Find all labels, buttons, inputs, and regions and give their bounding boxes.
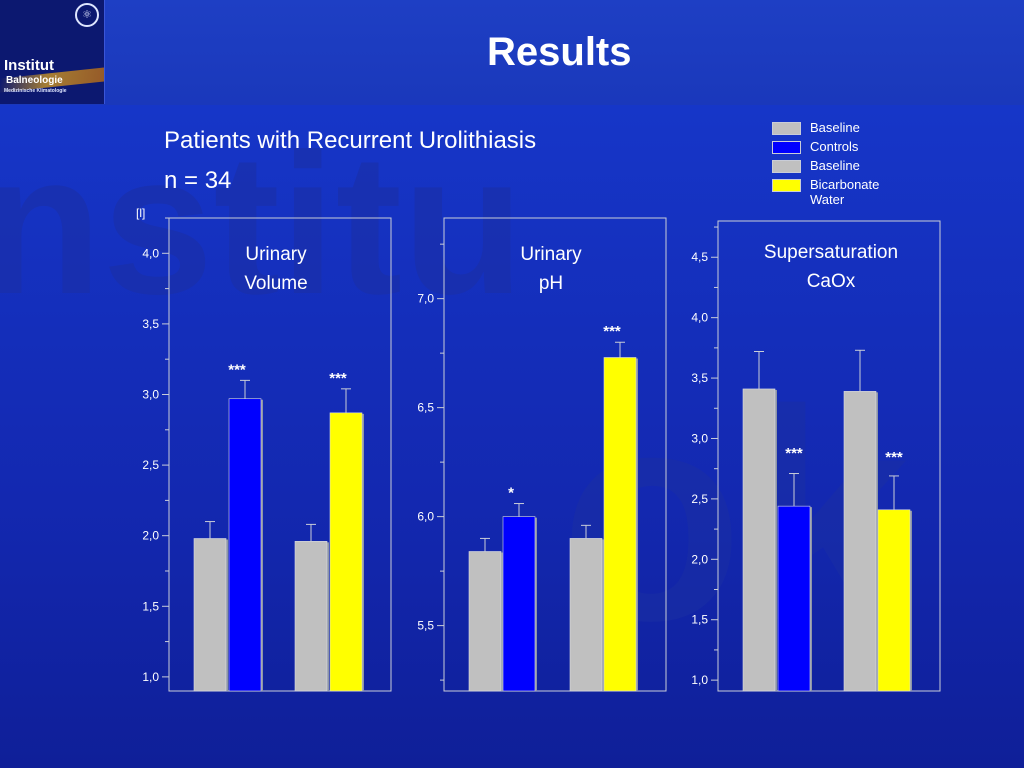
chart-title-line: Supersaturation: [764, 242, 898, 263]
chart-title-line: Urinary: [245, 244, 307, 265]
bar: [777, 505, 811, 692]
significance-marker: *: [508, 485, 514, 502]
bar: [228, 398, 262, 692]
subtitle-line-1: Patients with Recurrent Urolithiasis: [164, 127, 537, 154]
y-tick-label: 7,0: [417, 292, 434, 306]
legend-label: Baseline: [810, 120, 860, 135]
logo-line-3: Medizinische Klimatologie: [4, 88, 67, 94]
legend-swatch: [772, 141, 801, 154]
bar: [468, 551, 502, 692]
chart-panel-1: 1,0 1,5 2,0 2,5 3,0 3,5 4,0 [l] Urinary Volume ***…: [136, 206, 392, 692]
legend-label: Controls: [810, 139, 859, 154]
y-tick-label: 6,0: [417, 510, 434, 524]
logo-line-1: Institut: [4, 57, 54, 74]
chart-title-line: Volume: [244, 273, 307, 294]
logo-line-2: Balneologie: [6, 75, 63, 86]
chart-title-line: CaOx: [807, 271, 856, 292]
y-tick-label: 2,5: [691, 492, 708, 506]
y-tick-label: 1,5: [142, 599, 159, 613]
chart-title-line: pH: [539, 273, 563, 294]
chart-title-line: Urinary: [520, 244, 582, 265]
legend-label: Bicarbonate Water: [810, 177, 880, 207]
bar: [569, 538, 603, 692]
bar: [502, 516, 536, 692]
legend-swatch: [772, 122, 801, 135]
y-tick-label: 6,5: [417, 401, 434, 415]
y-tick-label: 1,0: [142, 670, 159, 684]
significance-marker: ***: [329, 370, 347, 387]
institute-logo: ⚛ Institut Balneologie Medizinische Klim…: [0, 0, 105, 104]
y-tick-label: 3,5: [142, 317, 159, 331]
bar: [742, 388, 776, 692]
significance-marker: ***: [603, 323, 621, 340]
y-tick-label: 3,0: [142, 387, 159, 401]
y-tick-label: 2,0: [142, 529, 159, 543]
chart-panel-3: 1,0 1,5 2,0 2,5 3,0 3,5 4,0 4,5 Supersaturation C…: [691, 220, 941, 692]
bar: [329, 412, 363, 692]
y-tick-label: 1,0: [691, 673, 708, 687]
chart-frame: [717, 220, 941, 692]
bar: [877, 509, 911, 692]
y-tick-label: 2,5: [142, 458, 159, 472]
y-tick-label: 4,0: [142, 246, 159, 260]
y-tick-label: 2,0: [691, 552, 708, 566]
header-band: [0, 0, 1024, 105]
chart-frame: [443, 217, 667, 692]
significance-marker: ***: [228, 361, 246, 378]
university-seal-icon: ⚛: [75, 3, 99, 27]
legend-label: Baseline: [810, 158, 860, 173]
y-tick-label: 3,0: [691, 431, 708, 445]
subtitle-line-2: n = 34: [164, 167, 232, 194]
significance-marker: ***: [885, 449, 903, 466]
bar: [843, 391, 877, 692]
y-tick-label: 3,5: [691, 371, 708, 385]
bar: [294, 541, 328, 692]
chart-frame: [168, 217, 392, 692]
legend-swatch: [772, 160, 801, 173]
y-tick-label: 1,5: [691, 613, 708, 627]
significance-marker: ***: [785, 445, 803, 462]
page-title: Results: [487, 30, 632, 74]
y-axis-label: [l]: [136, 206, 145, 220]
y-tick-label: 4,0: [691, 311, 708, 325]
legend-swatch: [772, 179, 801, 192]
bar: [603, 357, 637, 692]
bar: [193, 538, 227, 692]
y-tick-label: 4,5: [691, 250, 708, 264]
watermark-text-top: nstitu: [0, 113, 525, 336]
y-tick-label: 5,5: [417, 619, 434, 633]
